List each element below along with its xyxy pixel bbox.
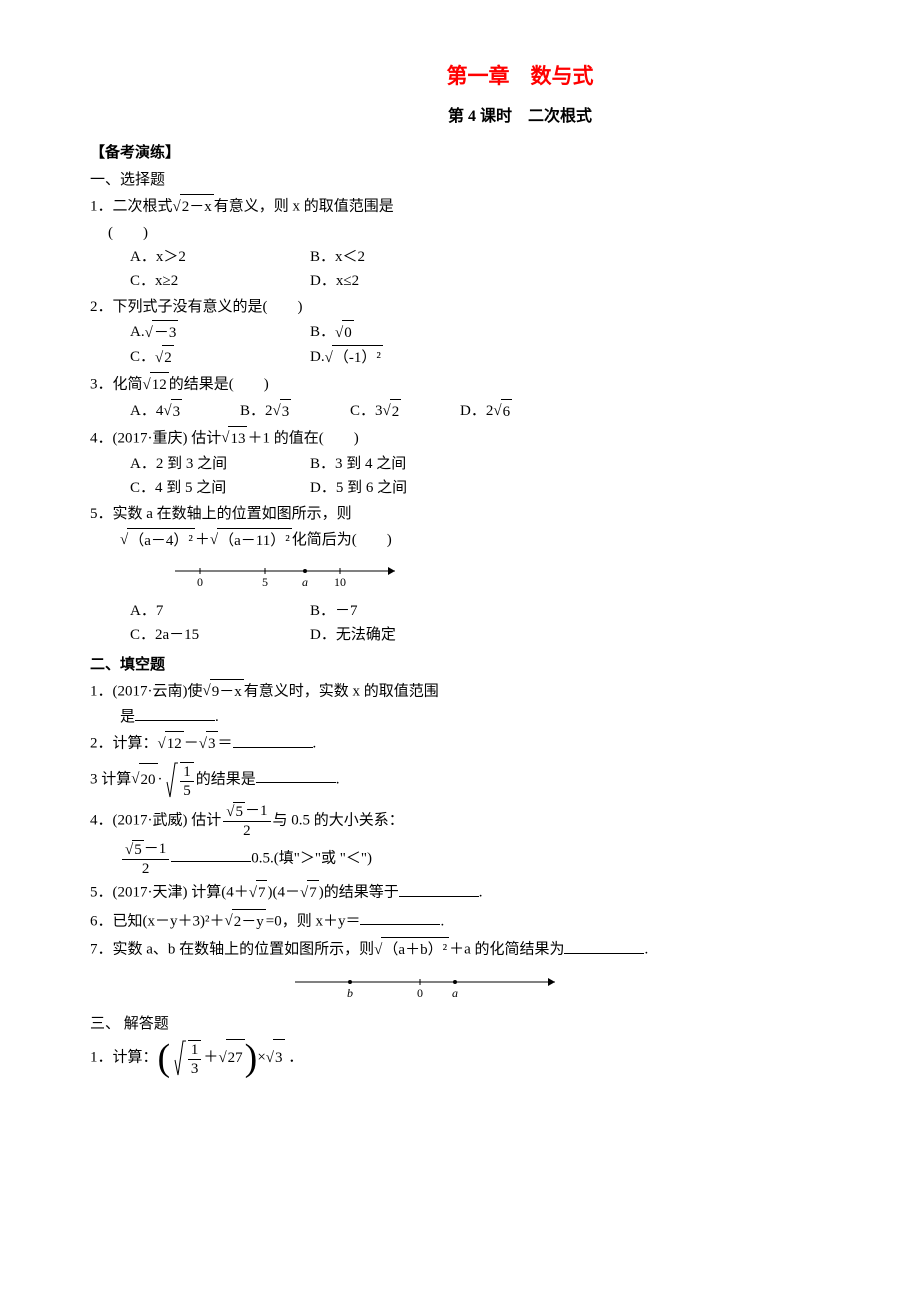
fill-q4-line2: √5－120.5.(填"＞"或 "＜") <box>90 840 830 878</box>
mc-q4-optA: A．2 到 3 之间 <box>130 452 310 476</box>
fill-q1-line2: 是. <box>90 705 830 729</box>
fill-q6: 6．已知(x－y＋3)²＋√2－y=0，则 x＋y＝. <box>90 909 830 936</box>
fill-blank[interactable] <box>233 732 313 748</box>
number-line-icon: b 0 a <box>290 972 570 1002</box>
mc-q3-optC: C．3√2 <box>350 399 460 424</box>
mc-q5-expr: √（a－4）²＋√（a－11）²化简后为( ) <box>90 528 830 553</box>
fill-blank[interactable] <box>399 881 479 897</box>
mc-q1-stem-post: 有意义，则 x 的取值范围是 <box>214 199 394 215</box>
fill-q4: 4．(2017·武威) 估计√5－12与 0.5 的大小关系： <box>90 802 830 840</box>
part1-header: 一、选择题 <box>90 168 830 192</box>
mc-q5-optD: D．无法确定 <box>310 623 490 647</box>
mc-q3-optB: B．2√3 <box>240 399 350 424</box>
svg-text:a: a <box>452 986 458 1000</box>
mc-q1: 1．二次根式√2－x有意义，则 x 的取值范围是 <box>90 194 830 221</box>
mc-q2-optD: D.√（-1）² <box>310 345 490 370</box>
part2-header: 二、填空题 <box>90 653 830 677</box>
mc-q1-paren: ( ) <box>90 221 830 245</box>
fill-blank[interactable] <box>171 846 251 862</box>
svg-text:5: 5 <box>262 575 268 589</box>
mc-q1-optA: A．x＞2 <box>130 245 310 269</box>
chapter-title: 第一章 数与式 <box>90 60 830 94</box>
mc-q2-optB: B．√0 <box>310 320 490 345</box>
lesson-title: 第 4 课时 二次根式 <box>90 104 830 130</box>
fill-blank[interactable] <box>564 938 644 954</box>
fill-q7-number-line: b 0 a <box>290 972 830 1002</box>
mc-q1-optB: B．x＜2 <box>310 245 490 269</box>
sqrt-frac-icon: 13 <box>174 1038 204 1078</box>
sqrt-frac-icon: 15 <box>166 760 196 800</box>
solve-q1: 1．计算：( 13 ＋√27)×√3 ． <box>90 1038 830 1078</box>
svg-text:0: 0 <box>197 575 203 589</box>
mc-q3-optD: D．2√6 <box>460 399 570 424</box>
mc-q3-options: A．4√3 B．2√3 C．3√2 D．2√6 <box>90 399 830 424</box>
mc-q1-optD: D．x≤2 <box>310 269 490 293</box>
mc-q1-options: A．x＞2 B．x＜2 C．x≥2 D．x≤2 <box>90 245 830 293</box>
mc-q2-stem: 2．下列式子没有意义的是( ) <box>90 295 830 321</box>
mc-q5-optB: B．－7 <box>310 599 490 623</box>
fill-blank[interactable] <box>135 705 215 721</box>
mc-q2-optC: C．√2 <box>130 345 310 370</box>
mc-q1-stem-pre: 1．二次根式 <box>90 199 173 215</box>
mc-q5-optC: C．2a－15 <box>130 623 310 647</box>
mc-q3: 3．化简√12的结果是( ) <box>90 372 830 399</box>
svg-text:a: a <box>302 575 308 589</box>
fill-q1: 1．(2017·云南)使√9－x有意义时，实数 x 的取值范围 <box>90 679 830 706</box>
practice-header: 【备考演练】 <box>90 141 830 165</box>
mc-q4-optC: C．4 到 5 之间 <box>130 476 310 500</box>
svg-text:10: 10 <box>334 575 346 589</box>
fill-q7: 7．实数 a、b 在数轴上的位置如图所示，则√（a＋b）²＋a 的化简结果为. <box>90 937 830 964</box>
mc-q5-stem1: 5．实数 a 在数轴上的位置如图所示，则 <box>90 502 830 528</box>
fill-blank[interactable] <box>256 767 336 783</box>
sqrt-icon: √2－x <box>173 199 214 215</box>
mc-q4-optB: B．3 到 4 之间 <box>310 452 490 476</box>
mc-q4-options: A．2 到 3 之间 B．3 到 4 之间 C．4 到 5 之间 D．5 到 6… <box>90 452 830 500</box>
mc-q2-options: A.√－3 B．√0 C．√2 D.√（-1）² <box>90 320 830 370</box>
paren-icon: ) <box>245 1039 258 1077</box>
paren-icon: ( <box>158 1039 171 1077</box>
mc-q4-optD: D．5 到 6 之间 <box>310 476 490 500</box>
mc-q5-number-line: 0 5 a 10 <box>170 561 830 591</box>
mc-q5-optA: A．7 <box>130 599 310 623</box>
fill-blank[interactable] <box>360 909 440 925</box>
mc-q5-options: A．7 B．－7 C．2a－15 D．无法确定 <box>90 599 830 647</box>
number-line-icon: 0 5 a 10 <box>170 561 410 591</box>
part3-header: 三、 解答题 <box>90 1012 830 1036</box>
mc-q1-optC: C．x≥2 <box>130 269 310 293</box>
fill-q5: 5．(2017·天津) 计算(4＋√7)(4－√7)的结果等于. <box>90 880 830 907</box>
svg-text:0: 0 <box>417 986 423 1000</box>
svg-text:b: b <box>347 986 353 1000</box>
mc-q2-optA: A.√－3 <box>130 320 310 345</box>
mc-q4: 4．(2017·重庆) 估计√13＋1 的值在( ) <box>90 426 830 453</box>
mc-q3-optA: A．4√3 <box>130 399 240 424</box>
fill-q3: 3 计算√20· 15 的结果是. <box>90 760 830 800</box>
fill-q2: 2．计算：√12－√3＝. <box>90 731 830 758</box>
